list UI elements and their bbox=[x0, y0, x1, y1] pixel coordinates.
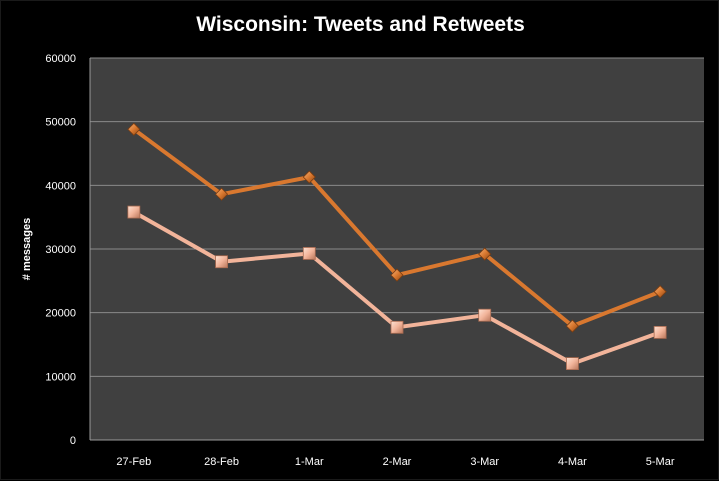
x-tick-label: 2-Mar bbox=[383, 456, 412, 468]
series-2-point bbox=[478, 308, 492, 322]
series-1-point bbox=[565, 319, 579, 333]
y-tick-label: 0 bbox=[70, 435, 76, 447]
y-tick-label: 30000 bbox=[45, 244, 76, 256]
series-1-point bbox=[478, 247, 492, 261]
series-2-point bbox=[215, 255, 228, 269]
chart-title: Wisconsin: Tweets and Retweets bbox=[196, 13, 525, 36]
series-1-point bbox=[390, 268, 404, 282]
y-tick-label: 40000 bbox=[45, 180, 76, 192]
series-1-point bbox=[127, 122, 141, 136]
x-tick-label: 28-Feb bbox=[204, 456, 239, 468]
series-2-point bbox=[127, 205, 141, 219]
x-tick-label: 3-Mar bbox=[470, 456, 499, 468]
series-2-point bbox=[653, 326, 667, 339]
series-1-point bbox=[215, 187, 229, 201]
x-tick-label: 1-Mar bbox=[295, 456, 324, 468]
y-tick-label: 60000 bbox=[45, 53, 76, 65]
x-tick-label: 5-Mar bbox=[646, 456, 675, 468]
x-tick-label: 27-Feb bbox=[116, 456, 151, 468]
x-tick-label: 4-Mar bbox=[558, 456, 587, 468]
series-2-point bbox=[390, 320, 404, 334]
series-1-point bbox=[653, 285, 667, 299]
series-1-point bbox=[302, 170, 316, 184]
series-2-point bbox=[566, 357, 579, 371]
y-tick-label: 50000 bbox=[45, 117, 76, 129]
y-tick-label: 20000 bbox=[45, 308, 76, 320]
y-tick-label: 10000 bbox=[45, 371, 76, 383]
series-2-point bbox=[302, 247, 316, 260]
